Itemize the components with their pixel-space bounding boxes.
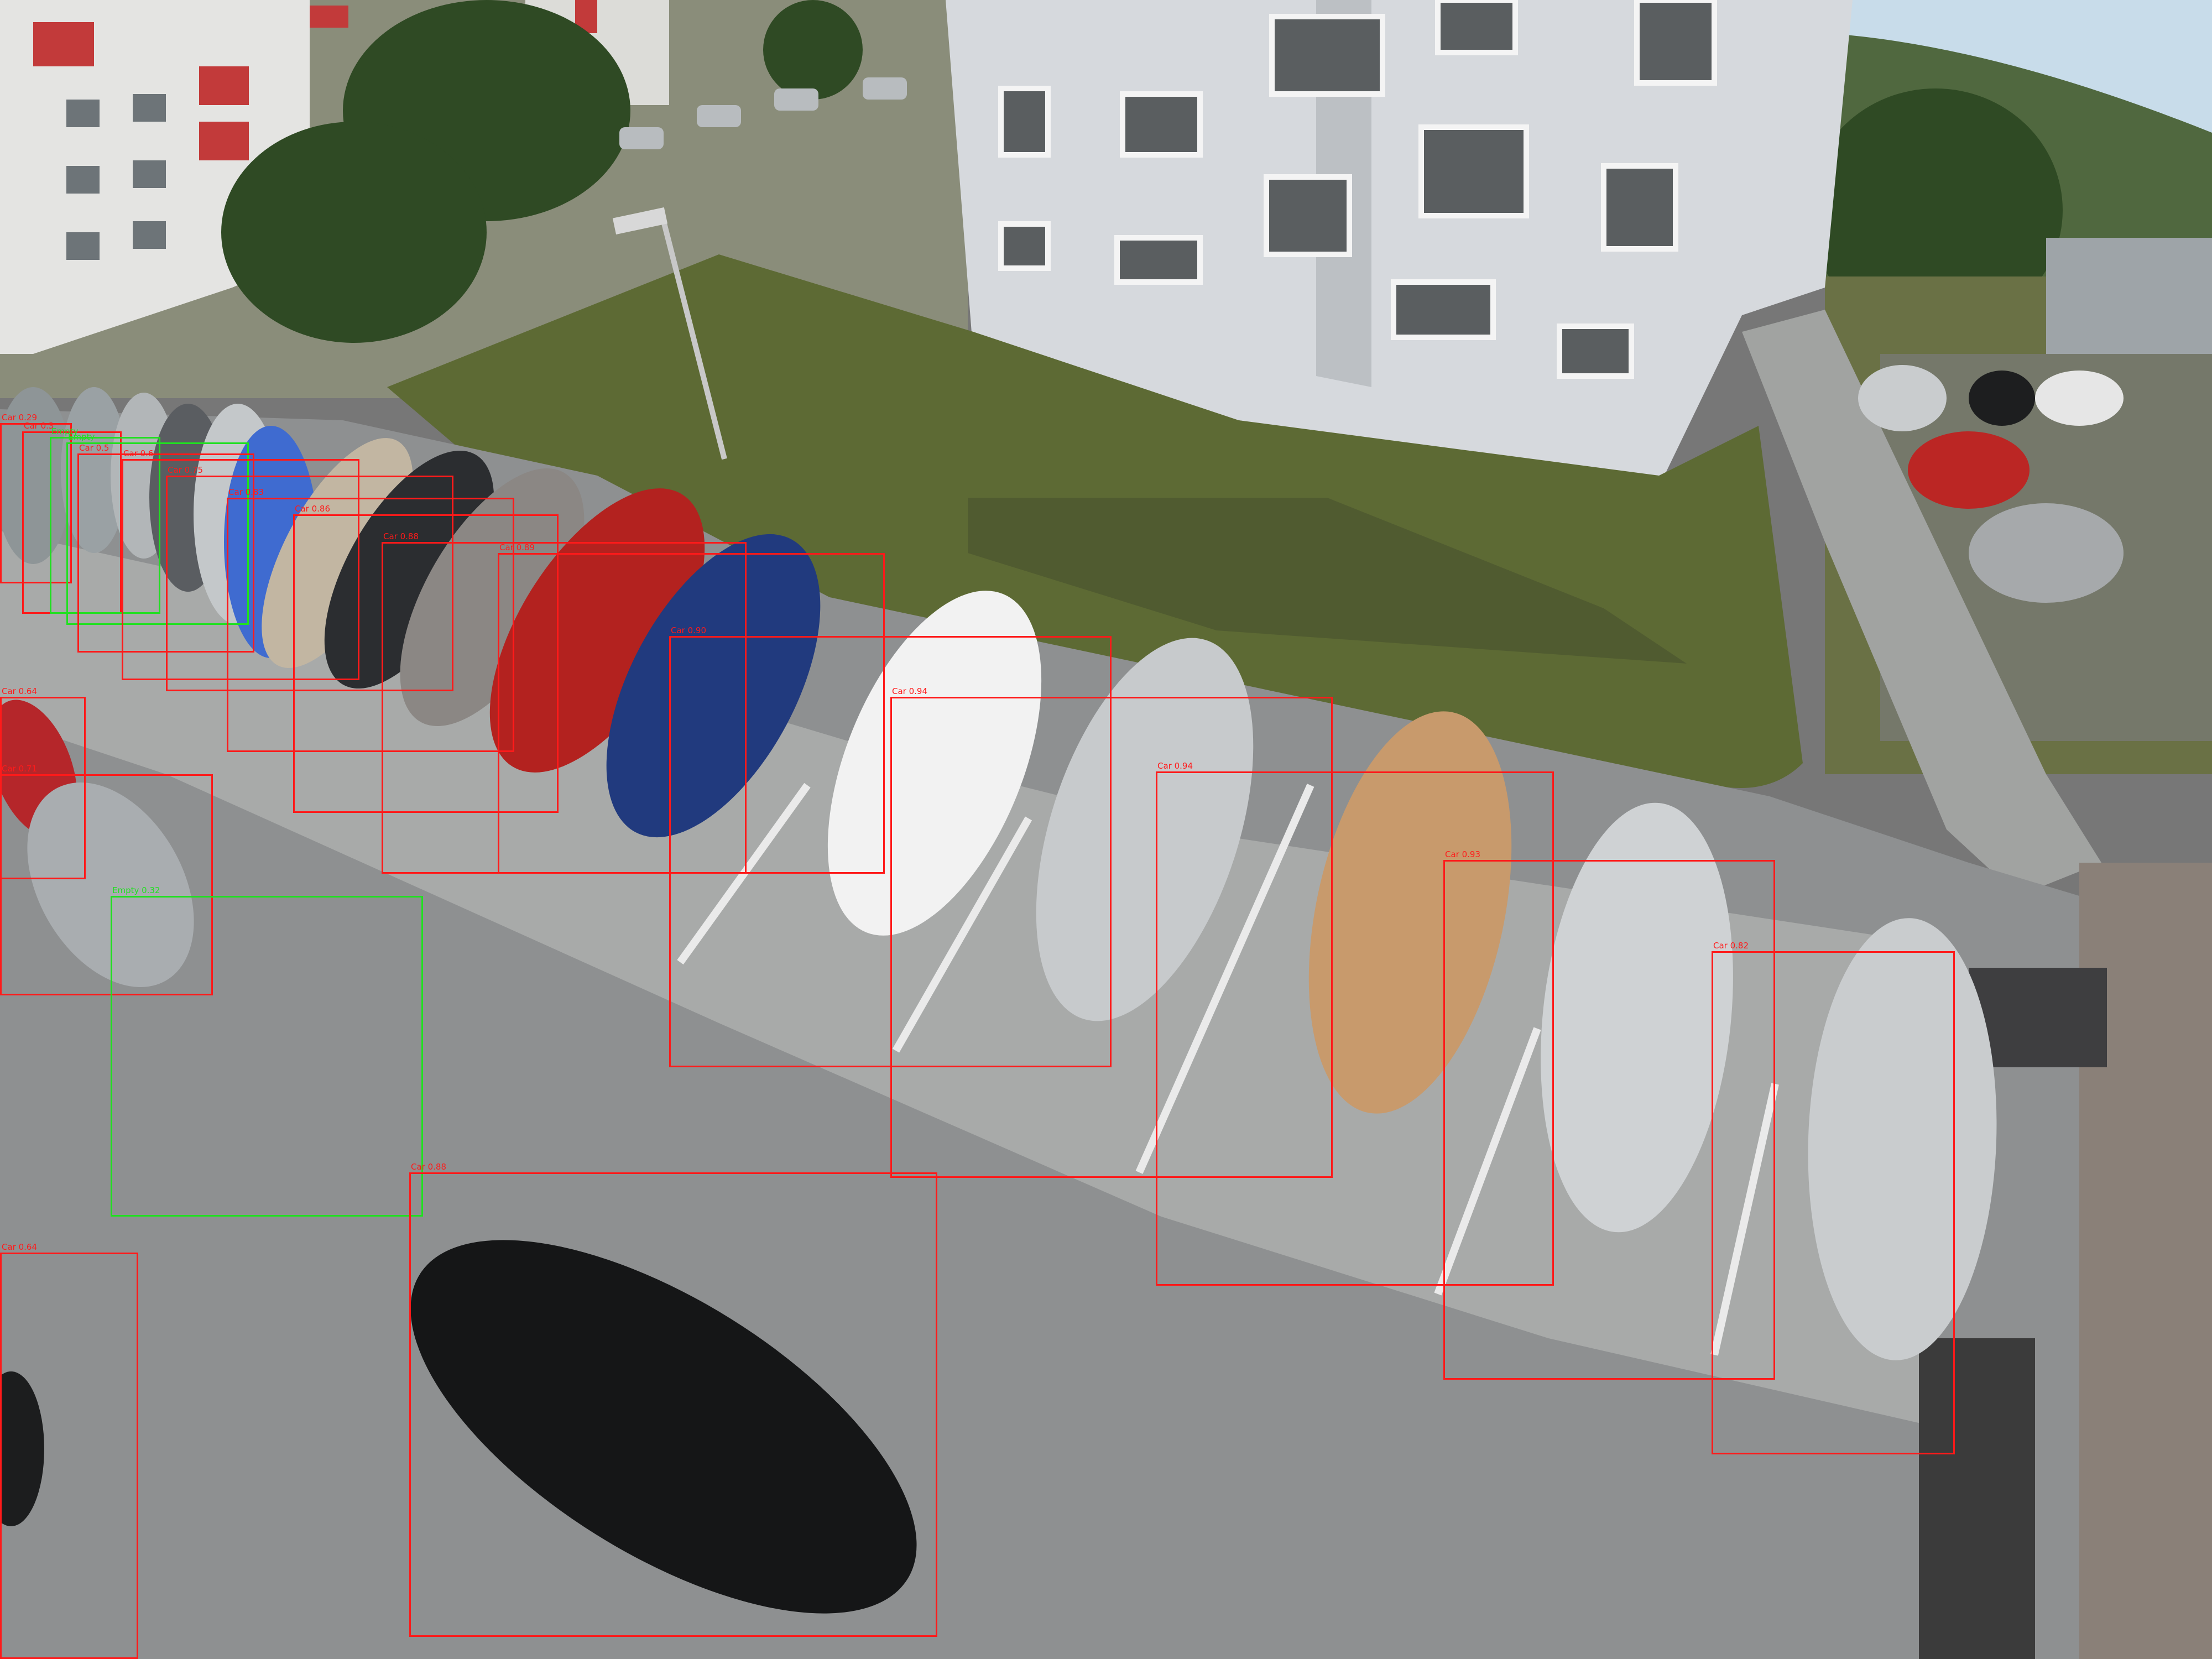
trees: [221, 0, 2063, 343]
left-building-windows: [66, 94, 166, 260]
main-building-windows: [998, 0, 1717, 379]
balcony-accents: [33, 6, 348, 160]
walkway: [1742, 310, 2101, 896]
parking-strip: [0, 531, 1936, 1427]
distant-cars: [619, 77, 907, 149]
right-building: [2046, 238, 2212, 365]
parking-lines: [677, 782, 1779, 1356]
lamp-post: [661, 220, 727, 460]
background-right-cars: [1858, 365, 2124, 603]
